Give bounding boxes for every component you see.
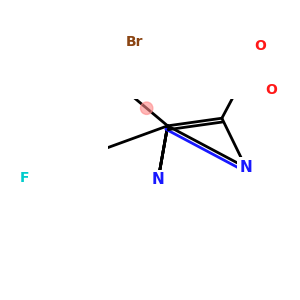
Text: O: O [254, 39, 266, 53]
Text: F: F [20, 171, 29, 185]
Circle shape [140, 102, 153, 114]
Text: Br: Br [125, 35, 143, 49]
Text: N: N [152, 172, 164, 187]
Text: N: N [239, 160, 252, 175]
Circle shape [63, 130, 76, 142]
Text: O: O [265, 83, 277, 97]
